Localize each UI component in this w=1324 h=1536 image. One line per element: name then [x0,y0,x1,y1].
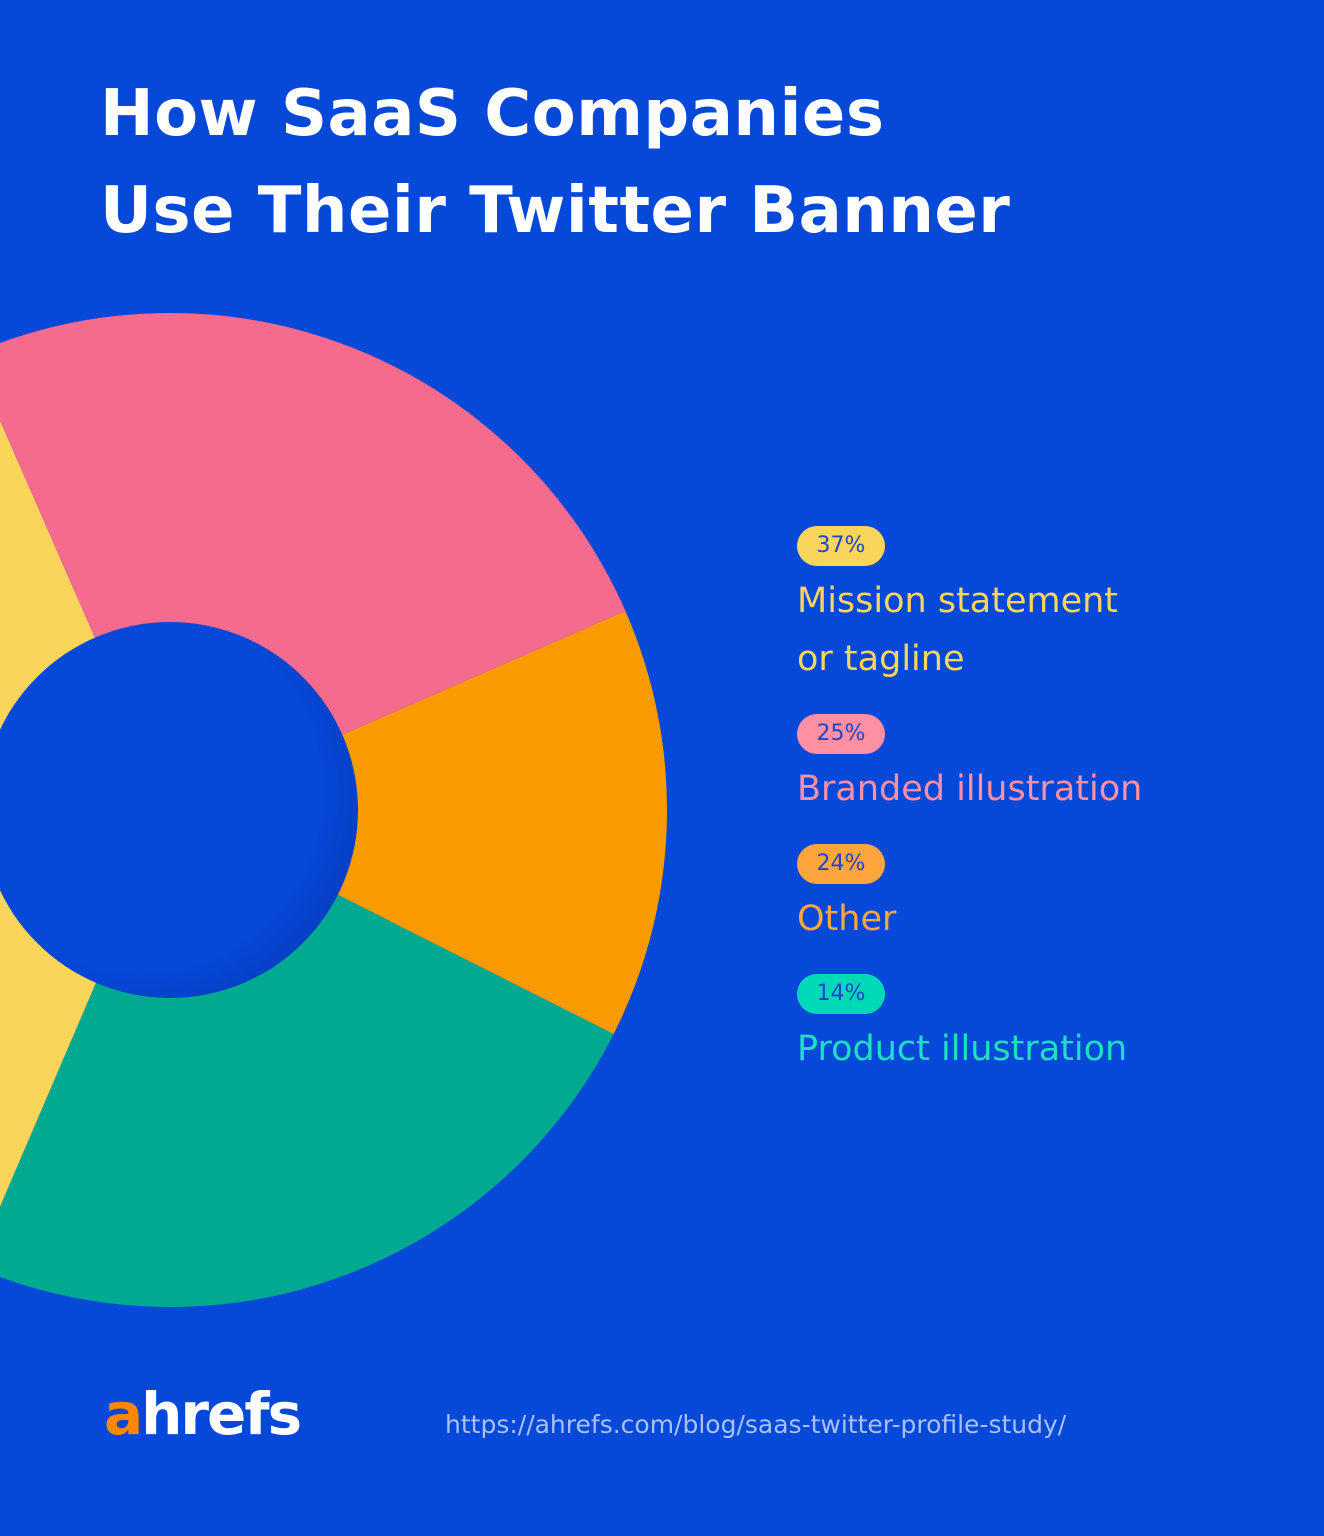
legend-label: Other [797,899,897,939]
legend-item-product: 14% Product illustration [797,974,1142,1078]
percent-badge: 14% [797,974,885,1014]
logo-a: a [104,1380,143,1448]
legend-label: Product illustration [797,1029,1128,1069]
percent-badge: 37% [797,526,885,566]
legend-item-mission: 37% Mission statement or tagline [797,526,1142,688]
donut-slice-14 [170,611,667,1035]
legend-label-line-1: Mission statement [797,581,1119,621]
legend-label-line-2: or tagline [797,639,965,679]
source-url: https://ahrefs.com/blog/saas-twitter-pro… [445,1410,1067,1439]
percent-badge: 25% [797,714,885,754]
legend-label: Mission statement or tagline [797,572,1142,688]
legend-item-other: 24% Other [797,844,1142,948]
ahrefs-logo: ahrefs [104,1380,302,1448]
logo-rest: hrefs [141,1380,302,1448]
percent-badge: 24% [797,844,885,884]
chart-title: How SaaS Companies Use Their Twitter Ban… [100,66,1010,260]
title-line-1: How SaaS Companies [100,77,885,151]
title-line-2: Use Their Twitter Banner [100,174,1011,248]
donut-hole [0,622,358,998]
legend-item-branded: 25% Branded illustration [797,714,1142,818]
legend-label: Branded illustration [797,769,1143,809]
legend: 37% Mission statement or tagline 25% Bra… [797,526,1142,1104]
